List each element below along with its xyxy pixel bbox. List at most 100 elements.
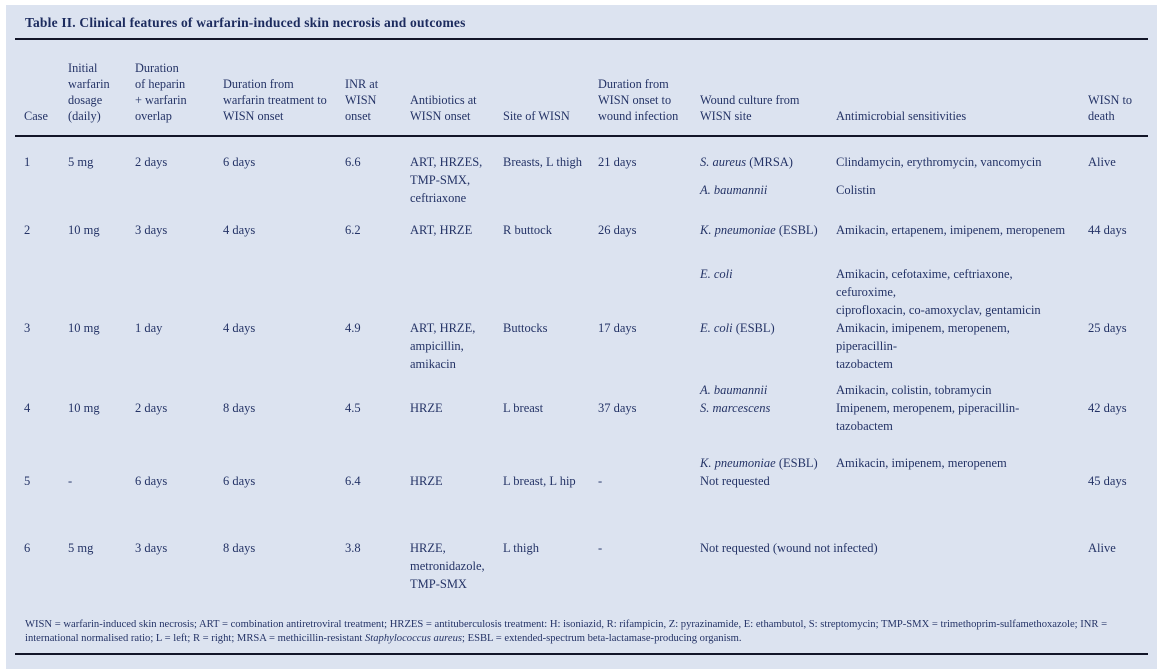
cell-case: 4 <box>24 401 31 415</box>
cell-cultures: K. pneumoniae (ESBL) Amikacin, ertapenem… <box>700 221 1088 319</box>
sensitivities-text <box>884 539 1080 557</box>
table-header: Case Initial warfarin dosage (daily) Dur… <box>24 40 1163 135</box>
cell-case: 3 <box>24 321 31 335</box>
header-row: Case Initial warfarin dosage (daily) Dur… <box>24 40 1163 135</box>
organism-italic: E. coli <box>700 321 733 335</box>
sensitivities-text: Amikacin, colistin, tobramycin <box>836 383 992 397</box>
cell-cultures: E. coli (ESBL) Amikacin, imipenem, merop… <box>700 319 1088 399</box>
sensitivities-text: Amikacin, ertapenem, imipenem, meropenem <box>836 223 1066 237</box>
table-title: Table II. Clinical features of warfarin-… <box>25 15 466 30</box>
organism-note: Not requested <box>700 474 770 488</box>
cell-antibiotics: HRZE <box>410 401 443 415</box>
column-header-sensitivities: Antimicrobial sensitivities <box>836 109 967 123</box>
cell-overlap: 3 days <box>135 223 168 237</box>
cell-death: 25 days <box>1088 321 1127 335</box>
cell-overlap: 1 day <box>135 321 163 335</box>
organism-name: A. baumannii <box>700 181 836 199</box>
cell-onset-to-infection: 37 days <box>598 401 637 415</box>
cell-dosage: 10 mg <box>68 321 100 335</box>
bottom-divider <box>15 653 1148 655</box>
cell-site: L breast <box>503 401 544 415</box>
cell-dosage: 10 mg <box>68 223 100 237</box>
cell-warfarin-to-onset: 4 days <box>223 321 256 335</box>
table-footnote: WISN = warfarin-induced skin necrosis; A… <box>6 609 1157 646</box>
culture-entry: E. coli (ESBL) Amikacin, imipenem, merop… <box>700 319 1080 373</box>
organism-name: K. pneumoniae (ESBL) <box>700 454 836 472</box>
culture-entry: A. baumannii Colistin <box>700 181 1080 199</box>
column-header-overlap: Duration of heparin + warfarin overlap <box>135 61 187 123</box>
title-divider <box>15 38 1148 40</box>
organism-italic: A. baumannii <box>700 383 768 397</box>
culture-entry: Not requested (wound not infected) <box>700 539 1080 557</box>
sensitivities-text: Amikacin, imipenem, meropenem, piperacil… <box>836 321 1010 371</box>
organism-name: Not requested <box>700 472 836 490</box>
culture-entry: A. baumannii Amikacin, colistin, tobramy… <box>700 381 1080 399</box>
cell-inr: 6.2 <box>345 223 361 237</box>
column-header-inr: INR at WISN onset <box>345 77 379 123</box>
cell-cultures: Not requested <box>700 472 1088 539</box>
column-header-antibiotics: Antibiotics at WISN onset <box>410 93 477 123</box>
cell-overlap: 3 days <box>135 541 168 555</box>
cell-case: 1 <box>24 155 31 169</box>
cell-inr: 4.9 <box>345 321 361 335</box>
cell-onset-to-infection: - <box>598 541 603 555</box>
cell-warfarin-to-onset: 8 days <box>223 541 256 555</box>
organism-name: E. coli (ESBL) <box>700 319 836 373</box>
cell-site: L breast, L hip <box>503 474 576 488</box>
column-header-case: Case <box>24 109 48 123</box>
cell-overlap: 6 days <box>135 474 168 488</box>
column-header-onset-to-infection: Duration from WISN onset to wound infect… <box>598 77 679 123</box>
organism-italic: K. pneumoniae <box>700 456 776 470</box>
organism-note: (ESBL) <box>775 456 818 470</box>
cell-inr: 4.5 <box>345 401 361 415</box>
cell-warfarin-to-onset: 6 days <box>223 474 256 488</box>
sensitivities-text: Clindamycin, erythromycin, vancomycin <box>836 155 1042 169</box>
cell-death: 44 days <box>1088 223 1127 237</box>
cell-overlap: 2 days <box>135 401 168 415</box>
sensitivities-text: Amikacin, cefotaxime, ceftriaxone, cefur… <box>836 267 1041 317</box>
cell-cultures: Not requested (wound not infected) <box>700 539 1088 609</box>
organism-name: E. coli <box>700 265 836 319</box>
cell-antibiotics: ART, HRZE, ampicillin, amikacin <box>410 321 476 371</box>
culture-entry: S. aureus (MRSA) Clindamycin, erythromyc… <box>700 153 1080 171</box>
cell-antibiotics: HRZE, metronidazole, TMP-SMX <box>410 541 485 591</box>
culture-entry: S. marcescens Imipenem, meropenem, piper… <box>700 399 1080 435</box>
organism-note: (ESBL) <box>775 223 818 237</box>
organism-name: S. aureus (MRSA) <box>700 153 836 171</box>
culture-entry: K. pneumoniae (ESBL) Amikacin, imipenem,… <box>700 454 1080 472</box>
cell-dosage: 5 mg <box>68 541 94 555</box>
cell-dosage: 10 mg <box>68 401 100 415</box>
organism-italic: A. baumannii <box>700 183 768 197</box>
header-divider <box>15 135 1148 137</box>
sensitivities-text: Amikacin, imipenem, meropenem <box>836 456 1007 470</box>
culture-entry: Not requested <box>700 472 1080 490</box>
culture-entry: K. pneumoniae (ESBL) Amikacin, ertapenem… <box>700 221 1080 239</box>
cell-case: 6 <box>24 541 31 555</box>
cell-inr: 3.8 <box>345 541 361 555</box>
column-header-warfarin-to-onset: Duration from warfarin treatment to WISN… <box>223 77 327 123</box>
cell-death: Alive <box>1088 155 1116 169</box>
cell-site: Breasts, L thigh <box>503 155 583 169</box>
table-row: 1 5 mg 2 days 6 days 6.6 ART, HRZES, TMP… <box>24 153 1163 221</box>
organism-name: Not requested (wound not infected) <box>700 539 884 557</box>
cell-onset-to-infection: 21 days <box>598 155 637 169</box>
cell-death: 42 days <box>1088 401 1127 415</box>
cell-site: L thigh <box>503 541 539 555</box>
organism-italic: S. marcescens <box>700 401 771 415</box>
cell-cultures: S. aureus (MRSA) Clindamycin, erythromyc… <box>700 153 1088 221</box>
sensitivities-text: Colistin <box>836 183 876 197</box>
cell-death: 45 days <box>1088 474 1127 488</box>
sensitivities-text: Imipenem, meropenem, piperacillin-tazoba… <box>836 401 1020 433</box>
table-body: 1 5 mg 2 days 6 days 6.6 ART, HRZES, TMP… <box>24 153 1163 609</box>
footnote-italic-species: Staphylococcus aureus <box>365 633 462 644</box>
cell-onset-to-infection: - <box>598 474 603 488</box>
organism-note: (MRSA) <box>746 155 793 169</box>
cell-warfarin-to-onset: 4 days <box>223 223 256 237</box>
table-row: 6 5 mg 3 days 8 days 3.8 HRZE, metronida… <box>24 539 1163 609</box>
cell-antibiotics: ART, HRZES, TMP-SMX, ceftriaxone <box>410 155 483 205</box>
cell-dosage: - <box>68 474 73 488</box>
table-row: 2 10 mg 3 days 4 days 6.2 ART, HRZE R bu… <box>24 221 1163 319</box>
column-header-site: Site of WISN <box>503 109 570 123</box>
cell-case: 5 <box>24 474 31 488</box>
organism-italic: K. pneumoniae <box>700 223 776 237</box>
